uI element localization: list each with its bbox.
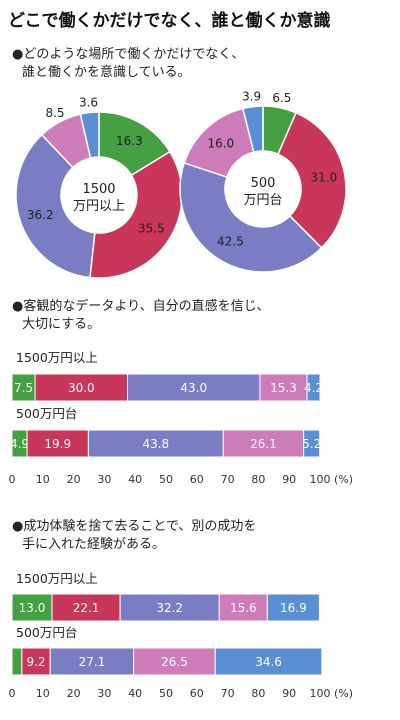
question-3-line-1: ●成功体験を捨て去ることで、別の成功を bbox=[12, 518, 256, 534]
bar-2-row-1-segment-5 bbox=[266, 593, 320, 622]
bar-2-row-2-segment-1 bbox=[11, 647, 23, 676]
bar-1-row-1-label-1: 7.5 bbox=[14, 381, 33, 395]
bar-2-tick-8: 80 bbox=[251, 687, 265, 700]
donut-1-slice-3 bbox=[15, 133, 96, 279]
bar-2-tick-4: 40 bbox=[128, 687, 142, 700]
bar-2-tick-0: 0 bbox=[9, 687, 16, 700]
bar-2-row-1-segment-3 bbox=[119, 593, 220, 622]
bar-2-tick-2: 20 bbox=[67, 687, 81, 700]
bar-1-row-1-label-5: 4.2 bbox=[304, 381, 323, 395]
donut-1-label-3: 36.2 bbox=[27, 208, 54, 222]
donut-2-slice-3 bbox=[179, 162, 323, 273]
bar-2-row-2-segment-4 bbox=[133, 647, 216, 676]
bar-1-tick-7: 70 bbox=[221, 473, 235, 486]
bar-1-row-1-segment-4 bbox=[259, 373, 308, 402]
bar-1-row-1-category: 1500万円以上 bbox=[16, 350, 98, 365]
question-2-line-1: ●客観的なデータより、自分の直感を信じ、 bbox=[12, 298, 270, 314]
bar-2-tick-9: 90 bbox=[282, 687, 296, 700]
bar-2-row-2-segment-3 bbox=[49, 647, 135, 676]
bar-2-tick-1: 10 bbox=[36, 687, 50, 700]
bar-2-tick-3: 30 bbox=[97, 687, 111, 700]
question-1-line-1: ●どのような場所で働くかだけでなく、 bbox=[12, 47, 244, 62]
bar-2-row-1-label-1: 13.0 bbox=[19, 601, 46, 615]
donut-2-center-line-1: 500 bbox=[251, 176, 276, 191]
bar-1-row-1-label-4: 15.3 bbox=[270, 381, 297, 395]
bar-2-row-1-label-5: 16.9 bbox=[280, 601, 307, 615]
donut-2-slice-5 bbox=[241, 105, 264, 154]
bar-1-row-1-segment-5 bbox=[306, 373, 321, 402]
bar-1-tick-6: 60 bbox=[190, 473, 204, 486]
question-1-line-2: 誰と働くかを意識している。 bbox=[22, 64, 191, 80]
donut-2-label-1: 6.5 bbox=[272, 91, 291, 105]
bar-1-row-1-label-2: 30.0 bbox=[68, 381, 95, 395]
bar-2-row-1-label-2: 22.1 bbox=[73, 601, 100, 615]
donut-2-center-line-2: 万円台 bbox=[243, 193, 282, 208]
bar-2-tick-5: 50 bbox=[159, 687, 173, 700]
bar-2-row-1-segment-2 bbox=[51, 593, 121, 622]
bar-2-row-2-label-4: 26.5 bbox=[161, 655, 188, 669]
bar-1-tick-10: 100 bbox=[310, 473, 331, 486]
bar-1-row-2-category: 500万円台 bbox=[16, 406, 77, 421]
bar-1-tick-8: 80 bbox=[251, 473, 265, 486]
donut-1-slice-5 bbox=[79, 111, 100, 159]
bar-1-row-2-label-4: 26.1 bbox=[250, 437, 277, 451]
bar-2-row-1-label-4: 15.6 bbox=[230, 601, 257, 615]
bar-2-tick-10: 100 bbox=[310, 687, 331, 700]
donut-1-label-4: 8.5 bbox=[45, 106, 64, 120]
bar-1-row-1-segment-2 bbox=[34, 373, 128, 402]
bar-2-row-2-label-3: 27.1 bbox=[79, 655, 106, 669]
bar-1-tick-2: 20 bbox=[67, 473, 81, 486]
bar-2-row-2-label-2: 9.2 bbox=[26, 655, 45, 669]
donut-2-slice-2 bbox=[277, 111, 347, 249]
bar-2-row-2-label-5: 34.6 bbox=[255, 655, 282, 669]
donut-1-center-line-2: 万円以上 bbox=[73, 199, 125, 214]
bar-1-tick-5: 50 bbox=[159, 473, 173, 486]
bar-2-unit: (%) bbox=[334, 687, 353, 700]
bar-1-tick-4: 40 bbox=[128, 473, 142, 486]
donut-2-label-3: 42.5 bbox=[217, 235, 244, 249]
bar-2-row-2-category: 500万円台 bbox=[16, 625, 77, 640]
bar-1-row-2-label-3: 43.8 bbox=[142, 437, 169, 451]
bar-1-tick-1: 10 bbox=[36, 473, 50, 486]
donut-1-label-5: 3.6 bbox=[79, 96, 98, 110]
donut-1-label-2: 35.5 bbox=[138, 221, 165, 235]
page-title: どこで働くかだけでなく、誰と働くか意識 bbox=[8, 10, 331, 31]
bar-1-tick-3: 30 bbox=[97, 473, 111, 486]
bar-1-unit: (%) bbox=[334, 473, 353, 486]
bar-2-row-1-label-3: 32.2 bbox=[156, 601, 183, 615]
bar-1-row-1-label-3: 43.0 bbox=[180, 381, 207, 395]
question-2-line-2: 大切にする。 bbox=[22, 317, 100, 332]
bar-1-row-2-label-1: 4.9 bbox=[10, 437, 29, 451]
bar-2-row-2-segment-2 bbox=[21, 647, 51, 676]
bar-2-row-1-category: 1500万円以上 bbox=[16, 571, 98, 586]
donut-1-label-1: 16.3 bbox=[116, 134, 143, 148]
bar-2-row-2-segment-5 bbox=[214, 647, 323, 676]
bar-1-row-2-label-5: 5.2 bbox=[302, 437, 321, 451]
donut-2-label-4: 16.0 bbox=[207, 137, 234, 151]
bar-1-tick-9: 90 bbox=[282, 473, 296, 486]
bar-2-tick-7: 70 bbox=[221, 687, 235, 700]
bar-1-row-1-segment-3 bbox=[127, 373, 261, 402]
bar-1-row-2-label-2: 19.9 bbox=[44, 437, 71, 451]
bar-2-tick-6: 60 bbox=[190, 687, 204, 700]
bar-1-tick-0: 0 bbox=[9, 473, 16, 486]
bar-1-row-2-segment-5 bbox=[303, 429, 321, 458]
donut-1-center-line-1: 1500 bbox=[82, 182, 115, 197]
donut-2-label-5: 3.9 bbox=[242, 90, 261, 104]
bar-1-row-2-segment-2 bbox=[26, 429, 89, 458]
bar-1-row-2-segment-3 bbox=[87, 429, 224, 458]
donut-2-label-2: 31.0 bbox=[311, 170, 338, 184]
question-3-line-2: 手に入れた経験がある。 bbox=[22, 537, 165, 552]
